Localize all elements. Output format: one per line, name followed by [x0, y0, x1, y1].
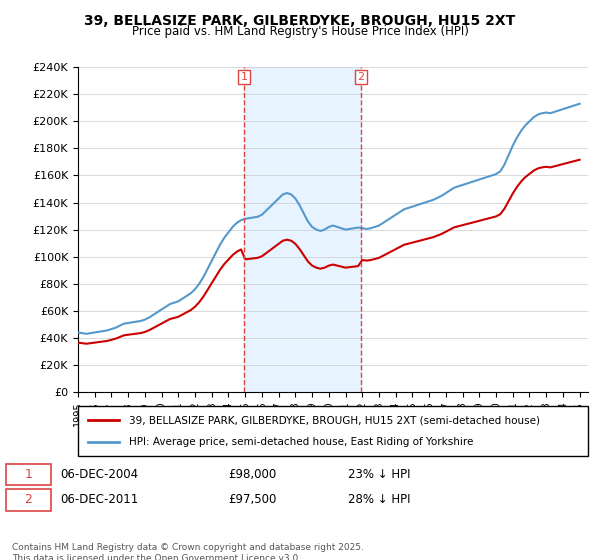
Text: 06-DEC-2004: 06-DEC-2004	[60, 468, 138, 481]
Text: 2: 2	[358, 72, 364, 82]
Text: Contains HM Land Registry data © Crown copyright and database right 2025.
This d: Contains HM Land Registry data © Crown c…	[12, 543, 364, 560]
Text: £98,000: £98,000	[228, 468, 276, 481]
Text: 23% ↓ HPI: 23% ↓ HPI	[348, 468, 410, 481]
FancyBboxPatch shape	[6, 464, 51, 486]
FancyBboxPatch shape	[6, 489, 51, 511]
Text: 06-DEC-2011: 06-DEC-2011	[60, 493, 138, 506]
Text: 1: 1	[241, 72, 247, 82]
Text: 39, BELLASIZE PARK, GILBERDYKE, BROUGH, HU15 2XT: 39, BELLASIZE PARK, GILBERDYKE, BROUGH, …	[85, 14, 515, 28]
Text: 1: 1	[24, 468, 32, 481]
FancyBboxPatch shape	[78, 406, 588, 456]
Text: 28% ↓ HPI: 28% ↓ HPI	[348, 493, 410, 506]
Text: 2: 2	[24, 493, 32, 506]
Text: Price paid vs. HM Land Registry's House Price Index (HPI): Price paid vs. HM Land Registry's House …	[131, 25, 469, 38]
Bar	[244, 67, 361, 392]
Text: 39, BELLASIZE PARK, GILBERDYKE, BROUGH, HU15 2XT (semi-detached house): 39, BELLASIZE PARK, GILBERDYKE, BROUGH, …	[129, 415, 540, 425]
Text: HPI: Average price, semi-detached house, East Riding of Yorkshire: HPI: Average price, semi-detached house,…	[129, 437, 473, 447]
Text: £97,500: £97,500	[228, 493, 277, 506]
